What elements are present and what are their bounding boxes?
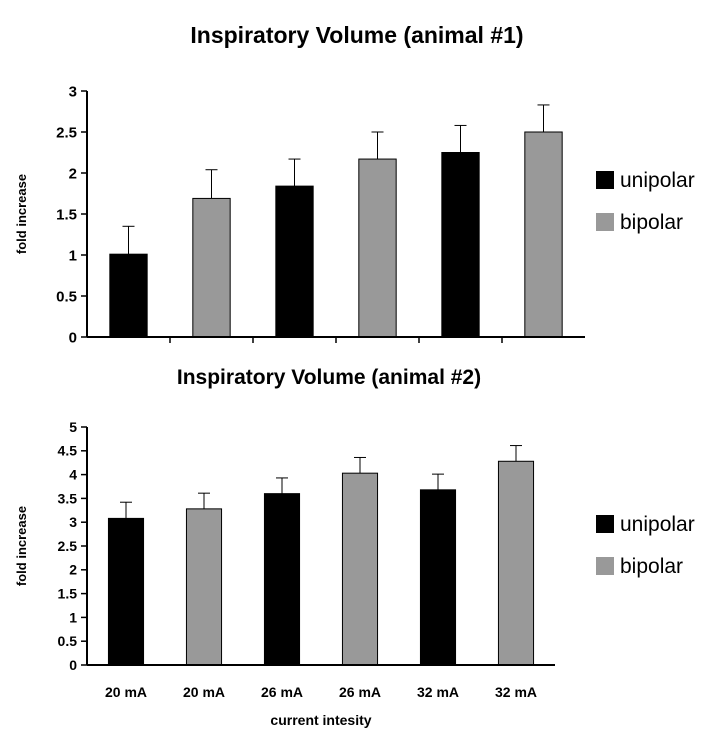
chart-2-y-tick-label: 4 xyxy=(69,467,77,483)
chart-1-y-tick-label: 1.5 xyxy=(56,206,77,223)
chart-1-bar-bipolar xyxy=(358,158,397,338)
chart-2-y-tick-label: 5 xyxy=(69,419,77,435)
chart-1-y-tick-label: 1 xyxy=(69,247,77,264)
chart-2-y-tick-label: 4.5 xyxy=(58,443,78,459)
chart-2-legend-swatch-unipolar xyxy=(596,515,614,533)
chart-2-y-axis-label: fold increase xyxy=(14,506,29,586)
chart-2-y-tick-label: 3 xyxy=(69,514,77,530)
chart-2-x-axis-label: current intesity xyxy=(270,712,371,728)
chart-2-y-tick-label: 1 xyxy=(69,609,77,625)
chart-2-y-tick-label: 0 xyxy=(69,657,77,673)
chart-1-title: Inspiratory Volume (animal #1) xyxy=(190,22,523,48)
chart-2-bar-unipolar xyxy=(263,493,301,666)
chart-2-legend-label: unipolar xyxy=(620,513,695,536)
chart-1-legend-swatch-unipolar xyxy=(596,171,614,189)
chart-2-bar-unipolar xyxy=(107,517,145,666)
chart-1-bar-unipolar xyxy=(441,152,480,338)
chart-1-legend-swatch-bipolar xyxy=(596,213,614,231)
chart-1-legend-label: bipolar xyxy=(620,211,683,234)
chart-2-x-tick-label: 26 mA xyxy=(261,684,303,700)
chart-2-y-tick-label: 3.5 xyxy=(58,490,78,506)
chart-1-bar-unipolar xyxy=(275,185,314,338)
chart-1-bar-bipolar xyxy=(192,197,231,338)
chart-2-y-tick-label: 1.5 xyxy=(58,586,78,602)
chart-2-y-tick-label: 0.5 xyxy=(58,633,78,649)
chart-2-x-tick-label: 20 mA xyxy=(183,684,225,700)
chart-2-bar-bipolar xyxy=(341,472,379,666)
chart-1-y-tick-label: 0.5 xyxy=(56,288,77,305)
chart-1-y-tick-label: 3 xyxy=(69,83,77,100)
chart-1-y-tick-label: 0 xyxy=(69,329,77,346)
chart-1-bar-unipolar xyxy=(109,253,148,338)
chart-1-y-tick-label: 2 xyxy=(69,165,77,182)
chart-1-y-tick-label: 2.5 xyxy=(56,124,77,141)
chart-1-bar-bipolar xyxy=(524,131,563,338)
chart-2-legend-label: bipolar xyxy=(620,555,683,578)
chart-2-bar-bipolar xyxy=(497,460,535,666)
chart-2-legend-swatch-bipolar xyxy=(596,557,614,575)
chart-2-x-tick-label: 20 mA xyxy=(105,684,147,700)
chart-2-title: Inspiratory Volume (animal #2) xyxy=(177,366,481,389)
chart-2-x-tick-label: 26 mA xyxy=(339,684,381,700)
chart-2-y-tick-label: 2.5 xyxy=(58,538,78,554)
chart-2-x-tick-label: 32 mA xyxy=(417,684,459,700)
chart-1-y-axis-label: fold increase xyxy=(14,174,29,254)
chart-2-bar-unipolar xyxy=(419,489,457,666)
chart-1-legend-label: unipolar xyxy=(620,169,695,192)
chart-2-bar-bipolar xyxy=(185,508,223,666)
chart-2-y-tick-label: 2 xyxy=(69,562,77,578)
chart-2-x-tick-label: 32 mA xyxy=(495,684,537,700)
